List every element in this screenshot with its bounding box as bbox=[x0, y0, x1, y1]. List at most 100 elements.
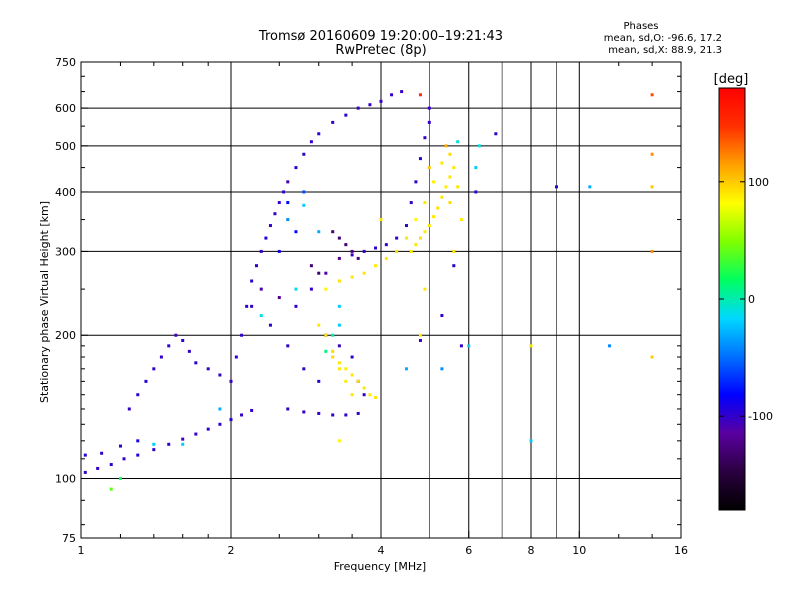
data-point bbox=[418, 157, 422, 161]
data-point bbox=[302, 152, 306, 156]
data-point bbox=[259, 314, 263, 318]
data-point bbox=[337, 361, 341, 365]
y-tick-label: 75 bbox=[62, 532, 76, 545]
data-point bbox=[344, 367, 348, 371]
data-point bbox=[254, 264, 258, 268]
data-point bbox=[350, 373, 354, 377]
data-point bbox=[368, 103, 372, 107]
data-point bbox=[418, 236, 422, 240]
colorbar-tick-label: -100 bbox=[748, 410, 773, 423]
data-point bbox=[194, 432, 198, 436]
data-point bbox=[395, 236, 399, 240]
data-point bbox=[448, 152, 452, 156]
data-point bbox=[309, 140, 313, 144]
data-point bbox=[317, 411, 321, 415]
data-point bbox=[317, 323, 321, 327]
data-point bbox=[356, 106, 360, 110]
y-axis-label: Stationary phase Virtual Height [km] bbox=[38, 201, 51, 403]
data-point bbox=[608, 344, 612, 348]
data-point bbox=[282, 190, 286, 194]
data-point bbox=[109, 463, 113, 467]
data-point bbox=[294, 287, 298, 291]
data-point bbox=[418, 338, 422, 342]
data-point bbox=[324, 333, 328, 337]
data-point bbox=[440, 161, 444, 165]
data-point bbox=[122, 457, 126, 461]
stats-line-o: mean, sd,O: -96.6, 17.2 bbox=[604, 33, 722, 44]
data-point bbox=[356, 256, 360, 260]
data-point bbox=[374, 246, 378, 250]
data-point bbox=[331, 333, 335, 337]
data-point bbox=[456, 185, 460, 189]
x-tick-label: 16 bbox=[674, 544, 688, 557]
data-point bbox=[452, 166, 456, 170]
data-point bbox=[277, 249, 281, 253]
data-point bbox=[324, 271, 328, 275]
data-point bbox=[650, 93, 654, 97]
x-tick-label: 10 bbox=[572, 544, 586, 557]
data-point bbox=[331, 355, 335, 359]
data-point bbox=[174, 333, 178, 337]
data-point bbox=[268, 224, 272, 228]
data-point bbox=[448, 201, 452, 205]
data-point bbox=[286, 407, 290, 411]
data-point bbox=[423, 287, 427, 291]
data-point bbox=[331, 120, 335, 124]
data-point bbox=[379, 99, 383, 103]
data-point bbox=[317, 271, 321, 275]
data-point bbox=[317, 132, 321, 136]
data-point bbox=[259, 287, 263, 291]
y-tick-label: 400 bbox=[55, 186, 76, 199]
data-point bbox=[474, 190, 478, 194]
data-point bbox=[167, 442, 171, 446]
data-point bbox=[337, 304, 341, 308]
data-point bbox=[362, 271, 366, 275]
data-point bbox=[144, 379, 148, 383]
data-point bbox=[96, 466, 100, 470]
colorbar-tick-label: 100 bbox=[748, 176, 769, 189]
data-point bbox=[350, 253, 354, 257]
data-point bbox=[494, 132, 498, 136]
data-point bbox=[379, 218, 383, 222]
data-point bbox=[444, 144, 448, 148]
data-point bbox=[409, 249, 413, 253]
data-point bbox=[404, 236, 408, 240]
data-point bbox=[317, 379, 321, 383]
data-point bbox=[350, 393, 354, 397]
data-point bbox=[152, 367, 156, 371]
data-point bbox=[294, 166, 298, 170]
data-point bbox=[83, 453, 87, 457]
data-point bbox=[404, 367, 408, 371]
data-point bbox=[436, 206, 440, 210]
data-point bbox=[229, 418, 233, 422]
data-point bbox=[206, 427, 210, 431]
data-point bbox=[650, 249, 654, 253]
data-point bbox=[181, 338, 185, 342]
data-point bbox=[331, 349, 335, 353]
data-point bbox=[588, 185, 592, 189]
data-point bbox=[440, 367, 444, 371]
data-point bbox=[448, 175, 452, 179]
data-point bbox=[414, 180, 418, 184]
data-point bbox=[264, 236, 268, 240]
data-point bbox=[294, 230, 298, 234]
data-point bbox=[136, 393, 140, 397]
data-point bbox=[250, 408, 254, 412]
y-tick-label: 600 bbox=[55, 102, 76, 115]
data-point bbox=[127, 407, 131, 411]
data-point bbox=[350, 249, 354, 253]
data-point bbox=[136, 439, 140, 443]
data-point bbox=[418, 93, 422, 97]
data-point bbox=[100, 451, 104, 455]
y-tick-label: 750 bbox=[55, 56, 76, 69]
data-point bbox=[427, 106, 431, 110]
data-point bbox=[317, 230, 321, 234]
data-point bbox=[286, 344, 290, 348]
data-point bbox=[650, 355, 654, 359]
data-point bbox=[324, 349, 328, 353]
data-point bbox=[309, 264, 313, 268]
data-point bbox=[309, 287, 313, 291]
data-point bbox=[159, 355, 163, 359]
